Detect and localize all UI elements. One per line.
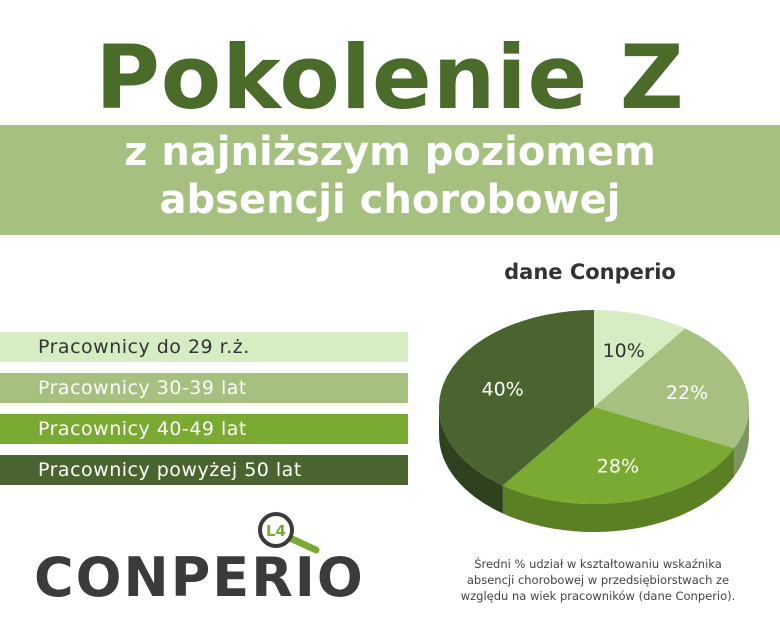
pie-slice-1 [594,328,749,449]
pie-slice-0 [594,310,686,407]
legend-item-over-50: Pracownicy powyżej 50 lat [0,455,408,485]
legend-item-under-29: Pracownicy do 29 r.ż. [0,332,408,362]
subtitle: z najniższym poziomem absencji chorobowe… [0,128,780,224]
legend-label: Pracownicy 30-39 lat [38,377,247,399]
subtitle-band [0,125,780,235]
pie-side-3 [439,407,503,514]
logo-wordmark: CONPERIO [34,546,365,609]
pie-chart: 10% 22% 28% 40% [439,310,749,532]
legend-item-40-49: Pracownicy 40-49 lat [0,414,408,444]
pie-label-1: 22% [666,382,708,404]
subtitle-line-1: z najniższym poziomem [124,129,656,175]
pie-labels: 10% 22% 28% 40% [481,340,708,477]
pie-sides [439,407,749,532]
pie-label-0: 10% [603,340,645,362]
pie-side-2 [502,448,735,532]
pie-label-3: 40% [481,378,523,400]
pie-label-2: 28% [597,455,639,477]
note-line-2: absencji chorobowej w przedsiębiorstwach… [466,573,730,587]
page-title: Pokolenie Z [95,26,685,129]
legend-label: Pracownicy 40-49 lat [38,418,247,440]
legend-item-30-39: Pracownicy 30-39 lat [0,373,408,403]
pie-slice-3 [439,310,594,486]
subtitle-line-2: absencji chorobowej [159,177,621,223]
source-label: dane Conperio [504,260,676,284]
note-line-1: Średni % udział w kształtowaniu wskaźnik… [474,557,722,571]
legend-label: Pracownicy powyżej 50 lat [38,459,302,481]
logo-badge-text: L4 [266,522,286,540]
note-line-3: względu na wiek pracowników (dane Conper… [460,589,736,603]
chart-note: Średni % udział w kształtowaniu wskaźnik… [440,556,756,604]
legend-label: Pracownicy do 29 r.ż. [38,336,250,358]
pie-side-1 [734,407,749,477]
pie-slices [439,310,749,504]
magnifier-logo-icon: L4 [258,512,320,554]
pie-slice-2 [502,407,735,504]
